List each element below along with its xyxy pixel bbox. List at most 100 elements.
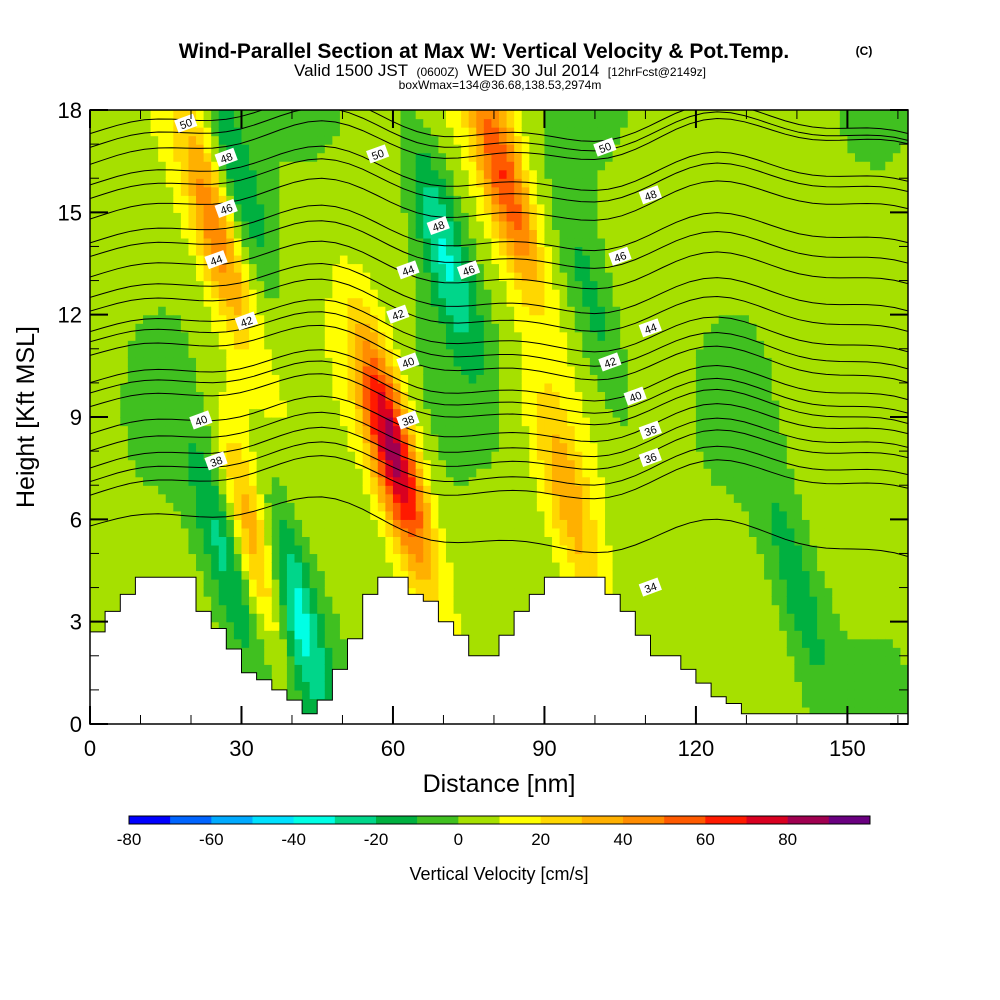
velocity-cell — [521, 476, 530, 486]
velocity-cell — [461, 280, 470, 290]
velocity-cell — [165, 212, 174, 222]
velocity-cell — [423, 468, 432, 478]
velocity-cell — [529, 408, 538, 418]
velocity-cell — [355, 493, 364, 503]
velocity-cell — [362, 212, 371, 222]
velocity-cell — [347, 502, 356, 512]
velocity-cell — [347, 493, 356, 503]
velocity-cell — [279, 417, 288, 427]
velocity-cell — [332, 254, 341, 265]
velocity-cell — [536, 502, 546, 512]
velocity-cell — [552, 220, 561, 230]
velocity-cell — [438, 272, 447, 282]
velocity-cell — [302, 476, 311, 486]
velocity-cell — [112, 246, 121, 256]
velocity-cell — [105, 348, 114, 358]
velocity-cell — [491, 391, 500, 401]
velocity-cell — [362, 536, 371, 546]
velocity-cell — [506, 468, 515, 478]
velocity-cell — [339, 365, 349, 375]
velocity-cell — [180, 229, 190, 239]
velocity-cell — [264, 391, 273, 401]
velocity-cell — [249, 553, 258, 563]
velocity-cell — [408, 561, 417, 572]
velocity-cell — [445, 561, 455, 572]
velocity-cell — [385, 110, 394, 120]
velocity-cell — [226, 417, 235, 427]
velocity-cell — [241, 399, 250, 410]
velocity-cell — [461, 613, 470, 623]
velocity-cell — [605, 348, 614, 358]
velocity-cell — [158, 357, 167, 367]
velocity-cell — [188, 254, 197, 265]
velocity-cell — [582, 391, 591, 401]
velocity-cell — [355, 613, 364, 623]
velocity-cell — [521, 229, 530, 239]
velocity-cell — [150, 493, 159, 503]
velocity-cell — [347, 203, 356, 213]
velocity-cell — [302, 365, 311, 375]
velocity-cell — [430, 570, 439, 580]
velocity-cell — [392, 357, 402, 367]
velocity-cell — [226, 468, 235, 478]
velocity-cell — [249, 237, 258, 248]
velocity-cell — [150, 169, 159, 179]
velocity-cell — [559, 169, 568, 179]
velocity-cell — [286, 544, 296, 555]
velocity-cell — [491, 382, 500, 393]
velocity-cell — [90, 365, 99, 375]
velocity-cell — [476, 374, 485, 384]
velocity-cell — [165, 527, 174, 537]
velocity-cell — [536, 161, 546, 171]
velocity-cell — [552, 553, 561, 563]
velocity-cell — [317, 579, 326, 589]
velocity-cell — [180, 212, 190, 222]
velocity-cell — [279, 340, 288, 350]
velocity-cell — [112, 289, 121, 299]
velocity-cell — [559, 399, 568, 410]
velocity-cell — [241, 178, 250, 188]
velocity-cell — [408, 485, 417, 495]
velocity-cell — [241, 630, 250, 640]
velocity-cell — [370, 229, 379, 239]
velocity-cell — [332, 459, 341, 469]
velocity-cell — [415, 365, 424, 375]
velocity-cell — [430, 374, 439, 384]
velocity-cell — [438, 254, 447, 265]
velocity-cell — [150, 510, 159, 520]
velocity-cell — [430, 596, 439, 606]
velocity-cell — [188, 527, 197, 537]
velocity-cell — [438, 365, 447, 375]
velocity-cell — [264, 604, 273, 614]
velocity-cell — [392, 229, 402, 239]
velocity-cell — [499, 485, 508, 495]
velocity-cell — [468, 374, 477, 384]
velocity-cell — [453, 604, 462, 614]
velocity-cell — [567, 161, 576, 171]
velocity-cell — [173, 246, 182, 256]
velocity-cell — [324, 630, 333, 640]
velocity-cell — [271, 220, 280, 230]
velocity-cell — [514, 553, 523, 563]
velocity-cell — [506, 212, 515, 222]
velocity-cell — [605, 527, 614, 537]
velocity-cell — [430, 186, 439, 196]
velocity-cell — [90, 348, 99, 358]
velocity-cell — [589, 118, 599, 128]
velocity-cell — [445, 306, 455, 316]
velocity-cell — [120, 254, 129, 265]
velocity-cell — [150, 348, 159, 358]
velocity-cell — [589, 451, 599, 461]
velocity-cell — [90, 468, 99, 478]
velocity-cell — [158, 382, 167, 393]
velocity-cell — [127, 553, 137, 563]
velocity-cell — [385, 408, 394, 418]
velocity-cell — [264, 613, 273, 623]
velocity-cell — [408, 442, 417, 452]
velocity-cell — [589, 169, 599, 179]
velocity-cell — [589, 365, 599, 375]
velocity-cell — [112, 502, 121, 512]
velocity-cell — [127, 502, 137, 512]
velocity-cell — [203, 451, 212, 461]
velocity-cell — [445, 502, 455, 512]
